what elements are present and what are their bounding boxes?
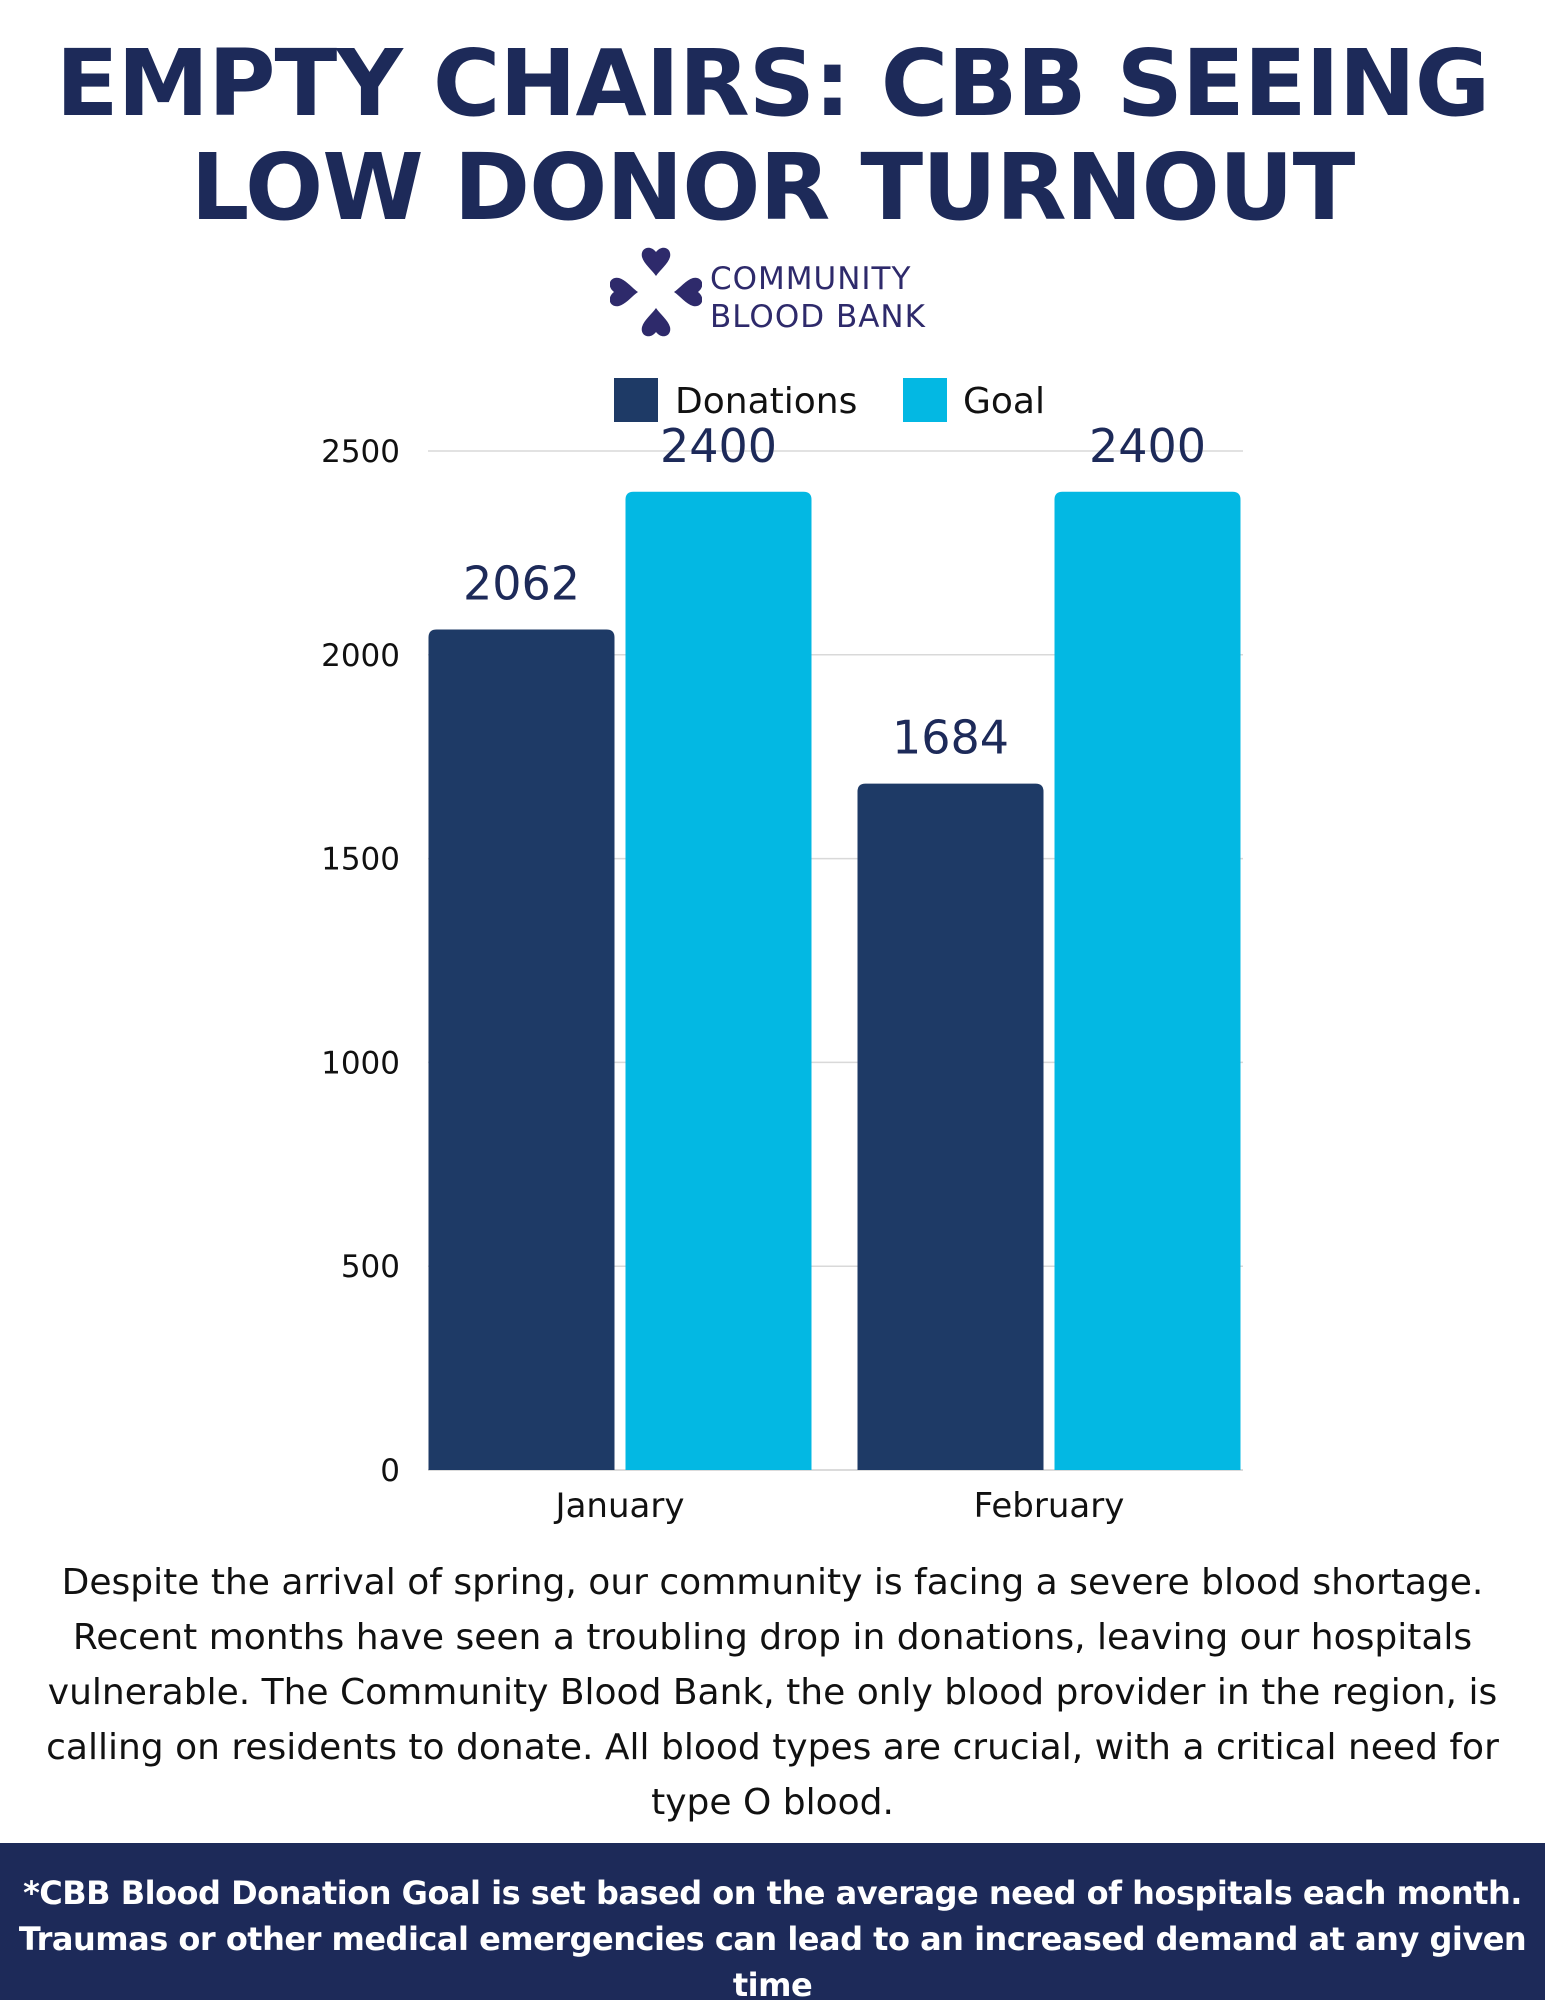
page-title: EMPTY CHAIRS: CBB SEEING LOW DONOR TURNO… [0,32,1545,240]
title-line-1: EMPTY CHAIRS: CBB SEEING [55,30,1491,137]
description-paragraph: Despite the arrival of spring, our commu… [46,1562,1499,1823]
heart-cluster-icon [610,247,702,337]
y-tick-label: 1500 [321,842,400,878]
community-blood-bank-logo: COMMUNITY BLOOD BANK [610,244,950,344]
footer-banner: *CBB Blood Donation Goal is set based on… [0,1843,1545,2004]
logo-line-2: BLOOD BANK [710,299,926,335]
y-tick-label: 500 [341,1249,400,1285]
legend-label-goal: Goal [963,381,1045,422]
data-label: 2062 [463,557,580,611]
x-tick-label: February [974,1486,1125,1526]
data-label: 1684 [892,711,1009,765]
y-tick-label: 1000 [321,1045,400,1081]
data-label: 2400 [1089,419,1206,473]
legend-label-donations: Donations [675,381,857,422]
bar-goal-february [1054,491,1241,1470]
footer-line-2: Traumas or other medical emergencies can… [18,1920,1527,2004]
bar-goal-january [625,491,812,1470]
bar-donations-january [428,629,615,1470]
y-tick-label: 0 [380,1453,400,1489]
bar-donations-february [857,783,1044,1470]
logo-text: COMMUNITY BLOOD BANK [710,260,926,336]
legend-swatch-donations [614,378,658,422]
x-tick-label: January [554,1486,685,1526]
logo-line-1: COMMUNITY [710,261,912,297]
y-tick-label: 2000 [321,638,400,674]
bar-chart: 0 500 1000 1500 2000 2500 2062 2400 January 1684 2… [321,378,1243,1526]
legend-swatch-goal [903,378,947,422]
y-tick-label: 2500 [321,434,400,470]
footer-line-1: *CBB Blood Donation Goal is set based on… [23,1874,1522,1912]
title-line-2: LOW DONOR TURNOUT [190,134,1356,241]
data-label: 2400 [660,419,777,473]
